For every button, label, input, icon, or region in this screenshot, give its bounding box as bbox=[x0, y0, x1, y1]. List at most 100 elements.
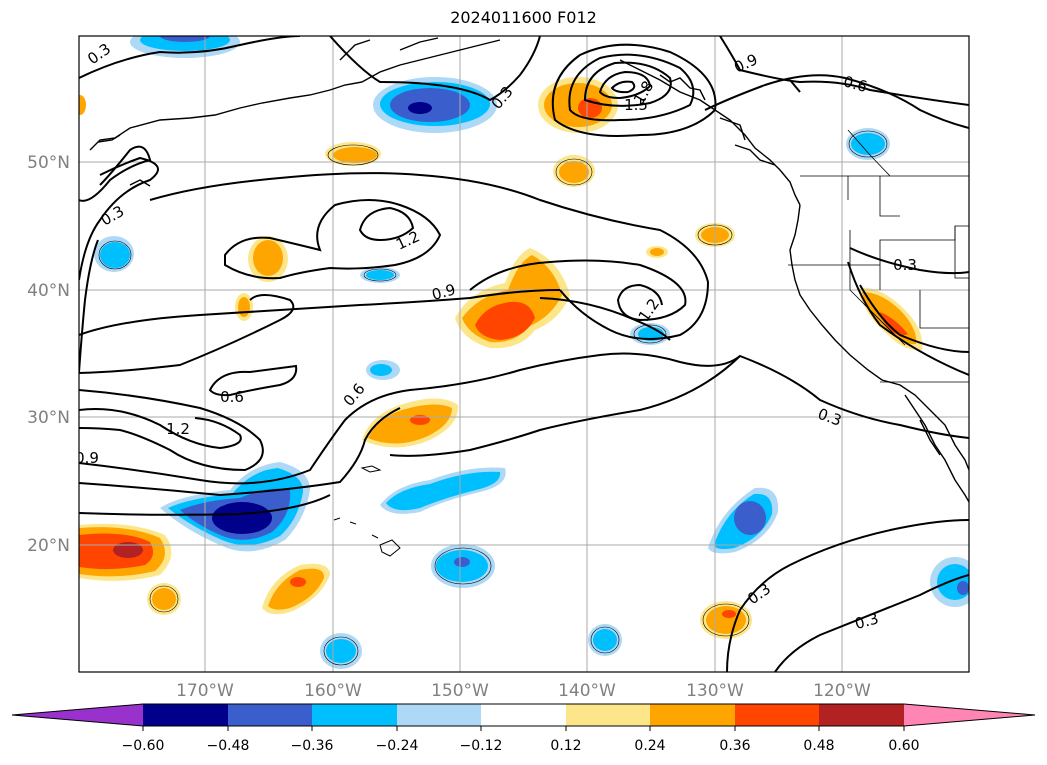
map-panel: 0.3 0.3 0.3 0.3 0.3 0.3 0.3 0.6 0.6 0.6 … bbox=[75, 36, 969, 672]
contour-line bbox=[79, 352, 741, 485]
contour-label: 0.3 bbox=[893, 256, 917, 274]
longitude-labels: 170°W 160°W 150°W 140°W 130°W 120°W bbox=[176, 681, 871, 701]
contour-label: 0.9 bbox=[75, 449, 99, 467]
contour-line bbox=[610, 80, 636, 94]
coastlines bbox=[89, 37, 969, 503]
colorbar-segment bbox=[819, 704, 904, 726]
negative-anomaly-region bbox=[846, 128, 890, 160]
negative-anomaly-region bbox=[930, 557, 969, 607]
colorbar-segment bbox=[650, 704, 735, 726]
colorbar-segment bbox=[735, 704, 819, 726]
colorbar-segment bbox=[397, 704, 481, 726]
colorbar-segment bbox=[481, 704, 566, 726]
colorbar-tick-label: −0.36 bbox=[291, 738, 334, 754]
lon-label: 170°W bbox=[176, 681, 234, 701]
contour-line bbox=[598, 70, 652, 100]
negative-anomaly-region bbox=[380, 467, 506, 514]
colorbar-min-extension bbox=[12, 704, 143, 726]
contour-line bbox=[79, 36, 301, 79]
colorbar-tick-label: 0.36 bbox=[719, 738, 750, 754]
contour-line bbox=[79, 408, 242, 450]
contour-line bbox=[79, 407, 401, 497]
political-borders bbox=[788, 129, 969, 383]
contour-line bbox=[551, 43, 717, 137]
contour-line bbox=[583, 61, 672, 107]
colorbar-tick-label: −0.48 bbox=[207, 738, 250, 754]
contour-line bbox=[79, 145, 152, 202]
contour-label: 0.6 bbox=[220, 388, 244, 406]
contour-line bbox=[568, 53, 695, 122]
colorbar-tick-label: −0.60 bbox=[122, 738, 165, 754]
contour-line bbox=[79, 294, 295, 374]
colorbar-segment bbox=[566, 704, 650, 726]
contour-line bbox=[79, 289, 561, 336]
positive-anomaly-region bbox=[700, 601, 752, 639]
contour-line bbox=[539, 297, 671, 341]
positive-anomaly-region bbox=[325, 142, 381, 166]
contour-line bbox=[719, 36, 969, 106]
positive-anomaly-region bbox=[646, 246, 668, 258]
contour-line bbox=[224, 199, 442, 280]
colorbar-segment bbox=[143, 704, 228, 726]
negative-anomaly-region bbox=[320, 633, 362, 669]
contour-line bbox=[789, 79, 801, 93]
negative-anomaly-region bbox=[366, 360, 400, 380]
lat-label: 20°N bbox=[27, 536, 70, 556]
contour-label: 1.5 bbox=[624, 96, 648, 114]
contour-label: 0.3 bbox=[853, 609, 881, 633]
positive-anomaly-region bbox=[455, 248, 570, 349]
positive-anomaly-region bbox=[553, 155, 595, 187]
latitude-labels: 50°N 40°N 30°N 20°N bbox=[27, 153, 70, 556]
lon-label: 160°W bbox=[304, 681, 362, 701]
negative-anomaly-region bbox=[373, 77, 497, 133]
positive-anomaly-region bbox=[147, 583, 181, 615]
negative-anomaly-region bbox=[130, 36, 240, 58]
contour-label: 0.9 bbox=[430, 280, 458, 304]
contour-lines bbox=[79, 36, 969, 672]
contour-label: 1.2 bbox=[166, 420, 190, 438]
positive-anomaly-region bbox=[79, 523, 172, 581]
lon-label: 150°W bbox=[431, 681, 489, 701]
colorbar: −0.60 −0.48 −0.36 −0.24 −0.12 0.12 0.24 … bbox=[11, 703, 1036, 754]
contour-line bbox=[849, 247, 969, 275]
contour-line bbox=[389, 354, 969, 457]
colorbar-tick-label: 0.12 bbox=[550, 738, 581, 754]
map-frame bbox=[78, 35, 970, 673]
lat-label: 50°N bbox=[27, 153, 70, 173]
contour-line bbox=[704, 74, 969, 129]
contour-line bbox=[329, 36, 541, 102]
colorbar-tick-label: −0.12 bbox=[460, 738, 503, 754]
positive-anomaly-region bbox=[248, 236, 288, 282]
contour-line bbox=[358, 206, 415, 242]
colorbar-tick-label: 0.24 bbox=[634, 738, 665, 754]
lon-label: 130°W bbox=[686, 681, 744, 701]
contour-line bbox=[79, 389, 264, 472]
negative-anomaly-region bbox=[360, 267, 400, 283]
colorbar-tick-label: −0.24 bbox=[376, 738, 419, 754]
contour-label-group: 0.3 0.3 0.3 0.3 0.3 0.3 0.3 0.6 0.6 0.6 … bbox=[75, 40, 917, 633]
graticule bbox=[79, 36, 969, 672]
contour-label: 0.6 bbox=[841, 72, 869, 96]
positive-anomaly-region bbox=[858, 287, 923, 351]
contour-line bbox=[847, 261, 969, 376]
hawaii-islands bbox=[333, 465, 401, 557]
negative-anomaly-region bbox=[708, 487, 779, 554]
positive-anomaly-region bbox=[262, 563, 330, 615]
contour-line bbox=[79, 494, 331, 516]
negative-anomaly-region bbox=[94, 236, 134, 272]
colorbar-segment bbox=[228, 704, 312, 726]
colorbar-max-extension bbox=[904, 704, 1035, 726]
anomaly-shading bbox=[79, 36, 969, 669]
negative-anomaly-region bbox=[588, 624, 622, 656]
contour-line bbox=[208, 364, 298, 397]
negative-anomaly-region bbox=[160, 462, 310, 552]
anomaly-outlines bbox=[98, 130, 888, 666]
positive-anomaly-region bbox=[79, 95, 86, 115]
contour-line bbox=[726, 519, 969, 672]
map-title: 2024011600 F012 bbox=[450, 8, 597, 27]
lon-label: 120°W bbox=[813, 681, 871, 701]
contour-line bbox=[774, 574, 969, 672]
contour-line bbox=[469, 259, 687, 322]
positive-anomaly-region bbox=[235, 293, 253, 321]
